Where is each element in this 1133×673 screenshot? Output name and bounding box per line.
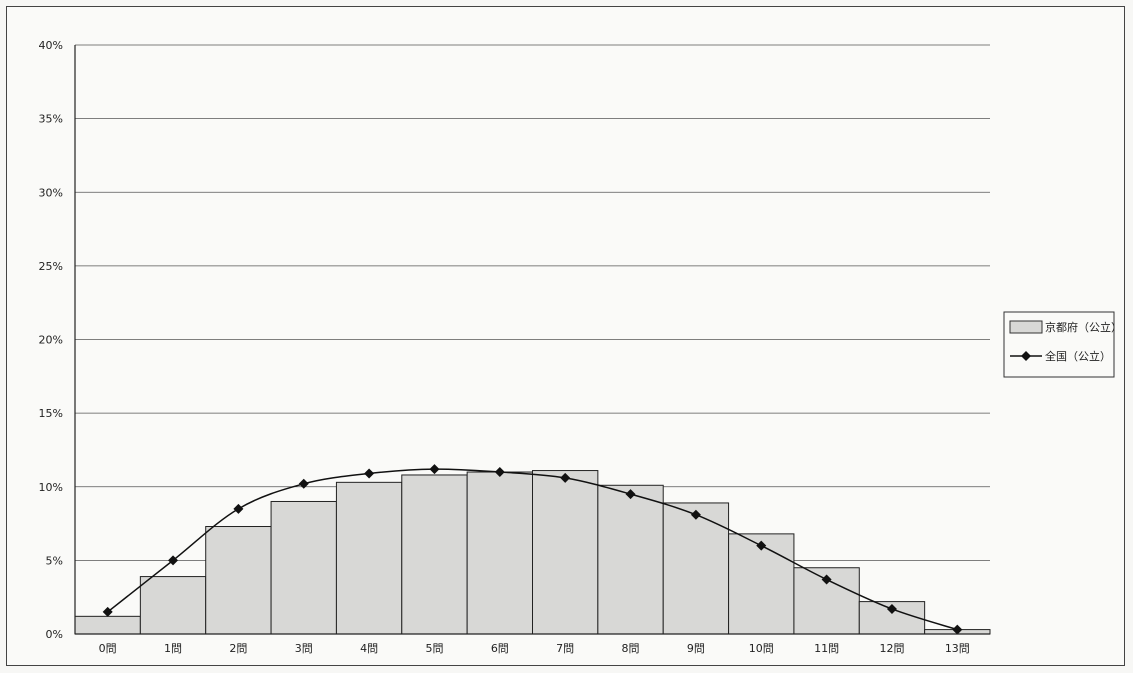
bar <box>205 526 272 635</box>
bar <box>532 470 599 635</box>
bar <box>139 576 207 635</box>
line-point <box>364 468 375 479</box>
y-tick-label: 5% <box>46 554 63 567</box>
bar <box>466 471 533 635</box>
axes <box>74 45 990 635</box>
x-tick-label: 5問 <box>425 642 443 655</box>
line-point <box>298 478 309 489</box>
legend-swatch-marker <box>1021 351 1031 361</box>
x-tick-label: 4問 <box>360 642 378 655</box>
line-point <box>168 555 179 566</box>
legend-label-national: 全国（公立） <box>1045 349 1111 363</box>
x-tick-label: 8問 <box>622 642 640 655</box>
legend: 京都府（公立） 全国（公立） <box>1003 311 1122 378</box>
bar <box>662 502 730 635</box>
grid-lines <box>75 44 990 561</box>
y-tick-label: 10% <box>39 481 63 494</box>
chart-frame: 0% 5% 10% 15% 20% 25% 30% 35% 40% 0問 1問 2問 3問 4問 5問 6問… <box>6 6 1125 666</box>
bar-series <box>74 470 991 635</box>
line-point <box>952 624 963 635</box>
y-tick-label: 25% <box>39 260 63 273</box>
bar <box>597 484 664 635</box>
legend-swatch-bar <box>1009 320 1043 334</box>
x-tick-label: 2問 <box>229 642 247 655</box>
line-point <box>625 489 636 500</box>
line-point <box>886 603 897 614</box>
bar <box>401 474 468 635</box>
x-tick-label: 13問 <box>945 642 970 655</box>
x-tick-label: 6問 <box>491 642 509 655</box>
line-point <box>102 606 113 617</box>
y-tick-label: 30% <box>39 186 63 199</box>
bar <box>74 615 141 635</box>
line-point <box>560 472 571 483</box>
line-point <box>233 503 244 514</box>
y-axis-ticks: 0% 5% 10% 15% 20% 25% 30% 35% 40% <box>39 39 63 641</box>
x-tick-label: 11問 <box>814 642 839 655</box>
y-tick-label: 40% <box>39 39 63 52</box>
bar <box>270 500 337 635</box>
x-tick-label: 1問 <box>164 642 182 655</box>
line-point <box>756 540 767 551</box>
y-tick-label: 0% <box>46 628 63 641</box>
y-tick-label: 20% <box>39 334 63 347</box>
legend-label-kyoto: 京都府（公立） <box>1045 320 1122 334</box>
line-point <box>821 574 832 585</box>
x-tick-label: 7問 <box>556 642 574 655</box>
line-point <box>429 464 440 475</box>
y-tick-label: 35% <box>39 113 63 126</box>
line-point <box>494 467 505 478</box>
distribution-chart: 0% 5% 10% 15% 20% 25% 30% 35% 40% 0問 1問 2問 3問 4問 5問 6問… <box>39 39 1122 655</box>
x-tick-label: 3問 <box>295 642 313 655</box>
x-tick-label: 12問 <box>879 642 904 655</box>
y-tick-label: 15% <box>39 407 63 420</box>
x-tick-label: 9問 <box>687 642 705 655</box>
x-tick-label: 10問 <box>749 642 774 655</box>
x-tick-label: 0問 <box>99 642 117 655</box>
bar <box>335 481 403 635</box>
x-axis-ticks: 0問 1問 2問 3問 4問 5問 6問 7問 8問 9問 10問 11問 12問 13問 <box>99 642 970 655</box>
